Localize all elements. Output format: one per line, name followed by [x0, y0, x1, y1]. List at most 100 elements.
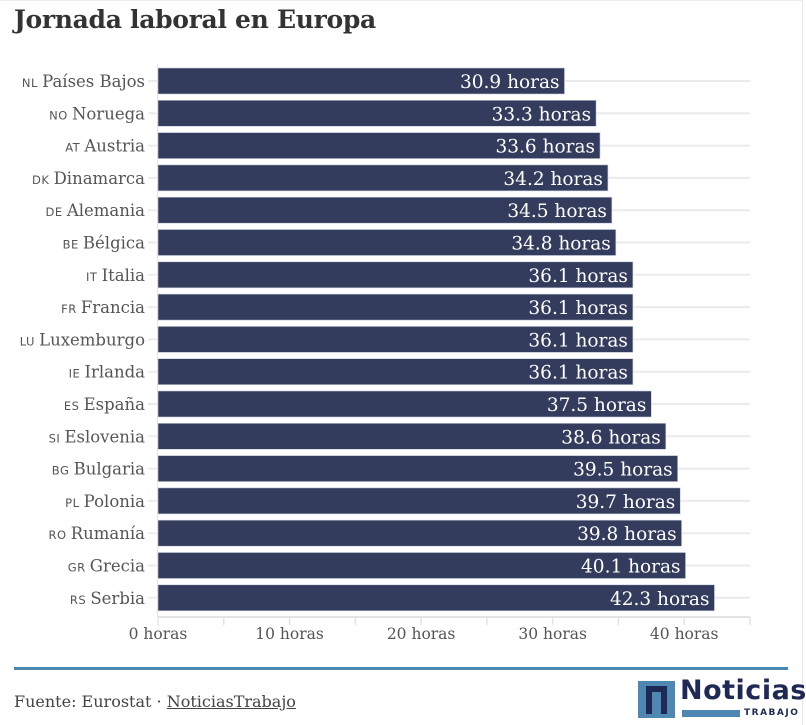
category-label: RO Rumanía — [49, 524, 146, 543]
bar-value-label: 36.1 horas — [528, 330, 628, 351]
country-code: NL — [22, 76, 42, 90]
country-name: Irlanda — [84, 363, 145, 382]
x-axis: 0 horas 10 horas 20 horas 30 horas 40 horas — [129, 616, 751, 643]
logo-wordmark: Noticias — [680, 675, 806, 706]
category-label: RS Serbia — [70, 589, 145, 608]
bar — [157, 196, 613, 224]
country-name: Bulgaria — [74, 460, 146, 479]
source-line: Fuente: Eurostat · NoticiasTrabajo — [14, 692, 296, 711]
country-name: Bélgica — [83, 234, 145, 253]
country-code: BE — [63, 238, 83, 252]
country-code: LU — [20, 334, 39, 348]
country-code: AT — [65, 141, 84, 155]
country-code: FR — [61, 302, 81, 316]
category-label: IE Irlanda — [69, 363, 146, 382]
bar-value-label: 36.1 horas — [528, 266, 628, 287]
bar-chart: 0 horas 10 horas 20 horas 30 horas 40 horas … — [20, 64, 751, 643]
x-tick-label: 30 horas — [518, 625, 587, 643]
bar — [157, 229, 617, 256]
country-name: Países Bajos — [42, 72, 145, 91]
bar — [157, 519, 682, 547]
category-label: BG Bulgaria — [52, 460, 145, 479]
bar-value-label: 36.1 horas — [528, 298, 628, 319]
country-name: Alemania — [66, 201, 145, 220]
category-label: AT Austria — [65, 137, 145, 156]
source-text: Fuente: Eurostat · — [14, 692, 167, 711]
x-tick-label: 20 horas — [387, 625, 456, 643]
bar — [157, 584, 715, 612]
bar — [157, 164, 609, 192]
country-name: Dinamarca — [54, 169, 146, 188]
bars: 30.9 horas 33.3 horas 33.6 horas 34.2 horas… — [157, 67, 715, 612]
country-name: Polonia — [84, 492, 145, 511]
category-label: DK Dinamarca — [32, 169, 145, 188]
bar-value-label: 37.5 horas — [547, 395, 647, 416]
bar-value-label: 36.1 horas — [528, 363, 628, 384]
bar — [157, 67, 565, 95]
category-label: IT Italia — [86, 266, 145, 285]
category-label: BE Bélgica — [63, 234, 146, 253]
x-tick-label: 10 horas — [255, 625, 324, 643]
logo-n-icon — [638, 681, 675, 718]
country-name: España — [84, 395, 146, 414]
bar-value-label: 39.8 horas — [577, 524, 677, 545]
country-code: DE — [46, 205, 67, 219]
bar — [157, 390, 652, 418]
country-code: ES — [64, 399, 84, 413]
category-label: ES España — [64, 395, 145, 414]
category-label: GR Grecia — [68, 557, 145, 576]
source-link[interactable]: NoticiasTrabajo — [166, 692, 296, 711]
category-label: NO Noruega — [49, 104, 145, 123]
country-code: RO — [49, 528, 71, 542]
country-code: GR — [68, 561, 90, 575]
country-name: Italia — [102, 266, 146, 285]
bar-value-label: 42.3 horas — [610, 589, 710, 610]
bar-value-label: 38.6 horas — [561, 427, 661, 448]
bar-value-label: 34.2 horas — [503, 169, 603, 190]
country-name: Grecia — [90, 557, 145, 576]
country-name: Noruega — [72, 104, 145, 123]
country-code: BG — [52, 464, 74, 478]
country-code: DK — [32, 173, 54, 187]
category-labels: NL Países Bajos NO Noruega AT Austria DK Di… — [20, 72, 145, 608]
category-label: FR Francia — [61, 298, 145, 317]
country-name: Luxemburgo — [39, 330, 145, 349]
country-name: Austria — [83, 137, 145, 156]
category-label: SI Eslovenia — [49, 427, 146, 446]
bar-value-label: 30.9 horas — [460, 72, 560, 93]
country-name: Rumanía — [71, 524, 145, 543]
bar — [157, 326, 634, 353]
x-tick-label: 0 horas — [129, 625, 188, 643]
bar-value-label: 33.3 horas — [492, 104, 592, 125]
bar — [157, 293, 634, 321]
bar — [157, 100, 597, 127]
bar — [157, 487, 681, 515]
country-code: SI — [49, 431, 65, 445]
country-code: IT — [86, 270, 102, 284]
bar — [157, 261, 634, 289]
country-name: Serbia — [90, 589, 145, 608]
bar-value-label: 33.6 horas — [496, 137, 596, 158]
bar-value-label: 39.5 horas — [573, 460, 673, 481]
bar-value-label: 34.8 horas — [511, 234, 611, 255]
logo-subtitle: TRABAJO — [744, 708, 800, 718]
bar — [157, 132, 601, 159]
x-tick-label: 40 horas — [650, 625, 719, 643]
bar — [157, 422, 667, 450]
bar-value-label: 40.1 horas — [581, 557, 681, 578]
bar — [157, 455, 678, 482]
chart-title: Jornada laboral en Europa — [14, 5, 376, 34]
country-code: IE — [69, 367, 85, 381]
category-label: LU Luxemburgo — [20, 330, 145, 349]
country-name: Francia — [81, 298, 145, 317]
country-code: NO — [49, 108, 72, 122]
footer-divider — [14, 667, 788, 670]
logo-underline — [682, 710, 740, 717]
category-label: PL Polonia — [65, 492, 145, 511]
country-code: PL — [65, 496, 84, 510]
noticias-trabajo-logo[interactable]: Noticias TRABAJO — [638, 675, 806, 721]
category-label: NL Países Bajos — [22, 72, 145, 91]
bar — [157, 358, 634, 386]
bar-value-label: 39.7 horas — [576, 492, 676, 513]
